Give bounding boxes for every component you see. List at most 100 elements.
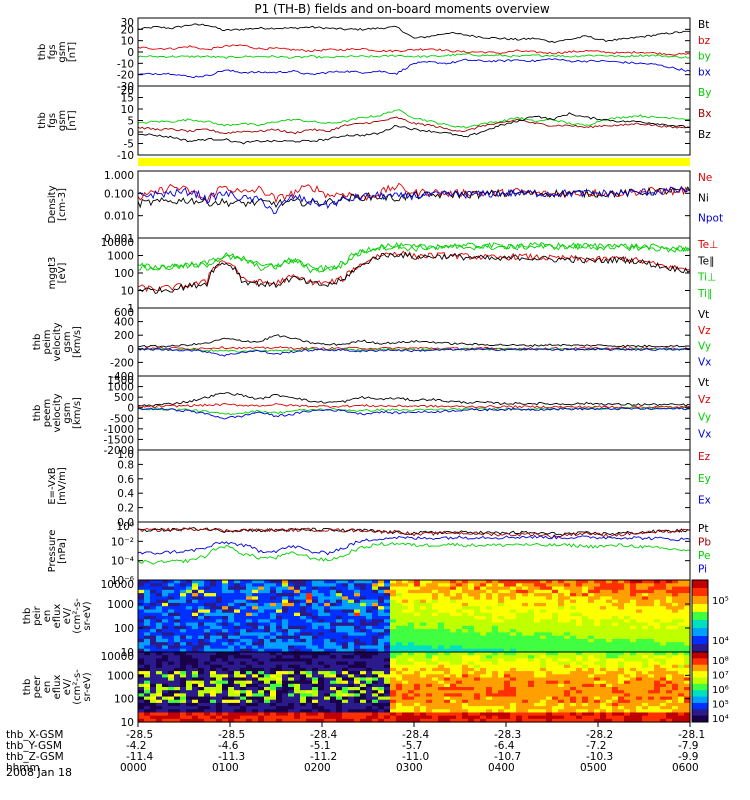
heatmap-cell bbox=[198, 642, 205, 647]
heatmap-cell bbox=[660, 677, 667, 682]
heatmap-cell bbox=[540, 667, 547, 672]
heatmap-cell bbox=[528, 593, 535, 597]
heatmap-cell bbox=[510, 664, 517, 669]
heatmap-cell bbox=[294, 645, 301, 650]
heatmap-cell bbox=[144, 609, 151, 614]
heatmap-cell bbox=[450, 622, 457, 627]
heatmap-cell bbox=[354, 593, 361, 597]
heatmap-cell bbox=[684, 652, 691, 656]
heatmap-cell bbox=[234, 625, 241, 630]
heatmap-cell bbox=[258, 661, 265, 666]
heatmap-cell bbox=[672, 683, 679, 688]
heatmap-cell bbox=[144, 625, 151, 630]
heatmap-cell bbox=[384, 619, 391, 624]
heatmap-cell bbox=[588, 629, 595, 633]
heatmap-cell bbox=[144, 638, 151, 643]
heatmap-cell bbox=[654, 699, 661, 704]
heatmap-cell bbox=[426, 664, 433, 669]
heatmap-cell bbox=[666, 699, 673, 704]
heatmap-cell bbox=[642, 599, 649, 604]
x-row-label: thb_Y-GSM bbox=[6, 740, 62, 752]
heatmap-cell bbox=[210, 583, 217, 588]
heatmap-cell bbox=[222, 677, 229, 682]
heatmap-cell bbox=[648, 658, 655, 663]
heatmap-cell bbox=[438, 642, 445, 647]
heatmap-cell bbox=[264, 632, 271, 637]
y-tick-label: 0 bbox=[127, 127, 134, 139]
heatmap-cell bbox=[486, 606, 493, 611]
heatmap-cell bbox=[600, 635, 607, 640]
heatmap-cell bbox=[258, 612, 265, 617]
heatmap-cell bbox=[162, 702, 169, 707]
heatmap-cell bbox=[240, 671, 247, 675]
heatmap-cell bbox=[528, 622, 535, 627]
heatmap-cell bbox=[402, 696, 409, 701]
panels-group: Btbzbybx3020100-10-20-30thbfgsgsm[nT]ByB… bbox=[22, 17, 729, 729]
heatmap-cell bbox=[144, 693, 151, 698]
heatmap-cell bbox=[264, 638, 271, 643]
heatmap-cell bbox=[162, 674, 169, 679]
heatmap-cell bbox=[390, 599, 397, 604]
heatmap-cell bbox=[432, 599, 439, 604]
heatmap-cell bbox=[336, 632, 343, 637]
heatmap-cell bbox=[402, 671, 409, 675]
heatmap-cell bbox=[546, 589, 553, 594]
heatmap-cell bbox=[462, 677, 469, 682]
heatmap-cell bbox=[558, 586, 565, 591]
heatmap-cell bbox=[468, 696, 475, 701]
heatmap-cell bbox=[144, 658, 151, 663]
colorbar-band bbox=[692, 664, 708, 672]
heatmap-cell bbox=[408, 635, 415, 640]
heatmap-cell bbox=[150, 606, 157, 611]
heatmap-cell bbox=[624, 602, 631, 607]
heatmap-cell bbox=[336, 593, 343, 597]
heatmap-cell bbox=[660, 602, 667, 607]
heatmap-cell bbox=[300, 606, 307, 611]
heatmap-cell bbox=[204, 648, 211, 653]
heatmap-cell bbox=[312, 712, 319, 717]
heatmap-cell bbox=[504, 702, 511, 707]
heatmap-cell bbox=[444, 599, 451, 604]
heatmap-cell bbox=[168, 715, 175, 720]
heatmap-cell bbox=[348, 664, 355, 669]
heatmap-cell bbox=[180, 709, 187, 714]
heatmap-cell bbox=[258, 677, 265, 682]
heatmap-cell bbox=[288, 583, 295, 588]
heatmap-cell bbox=[258, 589, 265, 594]
heatmap-cell bbox=[534, 599, 541, 604]
heatmap-cell bbox=[270, 702, 277, 707]
heatmap-cell bbox=[552, 648, 559, 653]
heatmap-cell bbox=[246, 706, 253, 710]
heatmap-cell bbox=[348, 671, 355, 675]
heatmap-cell bbox=[636, 715, 643, 720]
heatmap-cell bbox=[582, 616, 589, 620]
heatmap-cell bbox=[396, 612, 403, 617]
heatmap-cell bbox=[492, 683, 499, 688]
y-tick-label: 10000 bbox=[101, 579, 134, 591]
heatmap-cell bbox=[660, 625, 667, 630]
heatmap-cell bbox=[582, 674, 589, 679]
heatmap-cell bbox=[138, 596, 145, 601]
heatmap-cell bbox=[456, 593, 463, 597]
heatmap-cell bbox=[654, 596, 661, 601]
heatmap-cell bbox=[222, 648, 229, 653]
heatmap-cell bbox=[606, 583, 613, 588]
heatmap-cell bbox=[498, 683, 505, 688]
heatmap-cell bbox=[588, 596, 595, 601]
heatmap-cell bbox=[636, 655, 643, 659]
heatmap-cell bbox=[420, 655, 427, 659]
heatmap-cell bbox=[306, 706, 313, 710]
heatmap-cell bbox=[498, 645, 505, 650]
heatmap-cell bbox=[480, 664, 487, 669]
heatmap-cell bbox=[552, 622, 559, 627]
heatmap-cell bbox=[144, 690, 151, 694]
heatmap-cell bbox=[462, 680, 469, 685]
heatmap-cell bbox=[384, 652, 391, 656]
heatmap-cell bbox=[312, 619, 319, 624]
heatmap-cell bbox=[228, 625, 235, 630]
heatmap-cell bbox=[222, 586, 229, 591]
heatmap-cell bbox=[390, 635, 397, 640]
heatmap-cell bbox=[636, 596, 643, 601]
heatmap-cell bbox=[474, 677, 481, 682]
